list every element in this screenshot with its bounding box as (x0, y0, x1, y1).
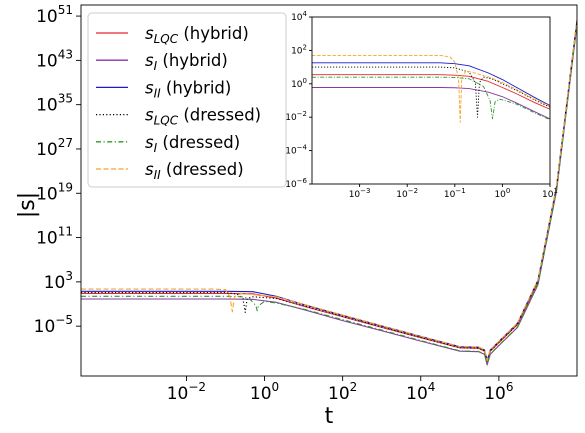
main-series-line-3 (81, 21, 577, 362)
inset-x-tick-label-2: 10−1 (444, 187, 466, 200)
inset-y-tick-label-1: 10−4 (285, 144, 307, 157)
legend-label-3: sLQC (dressed) (145, 106, 261, 128)
main-y-tick-label-2: 1011 (36, 225, 73, 249)
inset-x-tick-label-3: 100 (494, 187, 510, 200)
main-y-tick-label-6: 1043 (36, 47, 73, 71)
inset-plot-area (312, 17, 550, 184)
y-axis-label: |s| (15, 192, 40, 218)
main-x-tick-label-1: 100 (250, 380, 279, 404)
legend-label-0: sLQC (hybrid) (145, 24, 249, 46)
main-x-tick-label-0: 10−2 (167, 380, 206, 404)
main-series-line-5 (81, 19, 577, 361)
inset-frame (311, 16, 551, 185)
main-x-tick-label-4: 106 (484, 380, 513, 404)
main-series-line-4 (81, 24, 577, 366)
inset-y-tick-label-4: 102 (291, 43, 307, 56)
main-x-tick-label-2: 102 (328, 380, 357, 404)
main-y-tick-label-3: 1019 (36, 180, 73, 204)
inset-series-line-4 (312, 76, 550, 121)
main-y-tick-label-1: 103 (44, 269, 73, 293)
main-y-tick-label-0: 10−5 (34, 313, 73, 337)
inset-series-line-0 (312, 74, 550, 110)
main-frame (80, 4, 578, 377)
inset-series-line-1 (312, 87, 550, 120)
main-series-line-2 (81, 19, 577, 362)
inset-series-line-5 (312, 54, 550, 123)
legend-label-1: sI (hybrid) (145, 51, 228, 73)
legend-label-2: sII (hybrid) (145, 78, 231, 100)
legend: sLQC (hybrid) sI (hybrid) sII (hybrid) sLQC… (87, 12, 287, 188)
inset-y-tick-label-0: 10−6 (285, 177, 307, 190)
inset-x-tick-label-4: 101 (542, 187, 558, 200)
inset-series-line-2 (312, 62, 550, 106)
inset-y-tick-label-5: 104 (291, 10, 307, 23)
inset-x-tick-label-0: 10−3 (349, 187, 371, 200)
inset-y-tick-label-2: 10−2 (285, 110, 307, 123)
x-axis-label: t (325, 404, 334, 429)
legend-box (87, 12, 287, 188)
legend-label-4: sI (dressed) (145, 133, 240, 155)
inset-y-tick-label-3: 100 (291, 77, 307, 90)
main-y-tick-label-7: 1051 (36, 3, 73, 27)
legend-label-5: sII (dressed) (145, 160, 244, 182)
main-y-tick-label-4: 1027 (36, 136, 73, 160)
inset-panel: 10−3 10−2 10−1 100 101 10−6 10−4 10−2 100 102 104 (285, 10, 558, 200)
main-y-tick-label-5: 1035 (36, 92, 73, 116)
inset-series-line-3 (312, 66, 550, 118)
main-x-tick-label-3: 104 (406, 380, 435, 404)
inset-x-tick-label-1: 10−2 (396, 187, 418, 200)
